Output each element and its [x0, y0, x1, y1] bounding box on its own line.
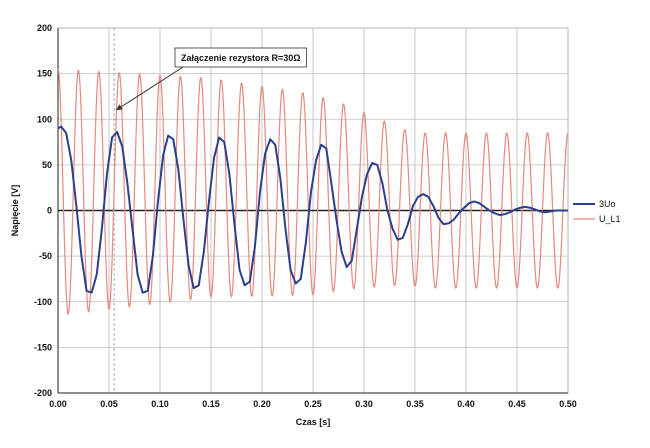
x-tick-label: 0.10: [151, 399, 169, 409]
x-tick-label: 0.40: [457, 399, 475, 409]
y-tick-label: 0: [47, 206, 52, 216]
series-line-u-l1: [57, 68, 569, 315]
x-tick-label: 0.25: [304, 399, 322, 409]
y-axis-label: Napięcie [V]: [10, 185, 20, 237]
annotation-arrow: [115, 66, 184, 111]
x-axis-label: Czas [s]: [296, 417, 331, 427]
annotation-box: [174, 47, 307, 68]
x-tick-label: 0.15: [202, 399, 220, 409]
y-tick-label: -100: [34, 297, 52, 307]
annotation-arrowhead: [116, 104, 123, 111]
series-group: [57, 68, 569, 315]
annotation-text: Załączenie rezystora R=30Ω: [181, 53, 301, 63]
ticks: 0.00 0.05 0.10 0.15 0.20 0.25 0.30 0.35 0.40 0.45…: [34, 23, 577, 409]
series-line-3uo: [57, 125, 568, 294]
x-tick-label: 0.05: [100, 399, 118, 409]
legend: 3Uo U_L1: [573, 199, 621, 224]
x-tick-label: 0.00: [49, 399, 67, 409]
y-tick-label: -150: [34, 342, 52, 352]
y-tick-label: 50: [42, 160, 52, 170]
x-tick-label: 0.45: [508, 399, 526, 409]
x-tick-label: 0.35: [406, 399, 424, 409]
y-tick-label: 150: [37, 69, 52, 79]
legend-label: 3Uo: [599, 199, 616, 209]
annotation: Załączenie rezystora R=30Ω: [115, 47, 307, 111]
axes: [57, 28, 568, 394]
y-tick-label: -200: [34, 388, 52, 398]
y-tick-label: -50: [39, 251, 52, 261]
grid: [57, 27, 569, 394]
x-tick-label: 0.20: [253, 399, 271, 409]
y-tick-label: 200: [37, 23, 52, 33]
legend-label: U_L1: [599, 214, 621, 224]
x-tick-label: 0.30: [355, 399, 373, 409]
y-tick-label: 100: [37, 114, 52, 124]
x-tick-label: 0.50: [559, 399, 577, 409]
